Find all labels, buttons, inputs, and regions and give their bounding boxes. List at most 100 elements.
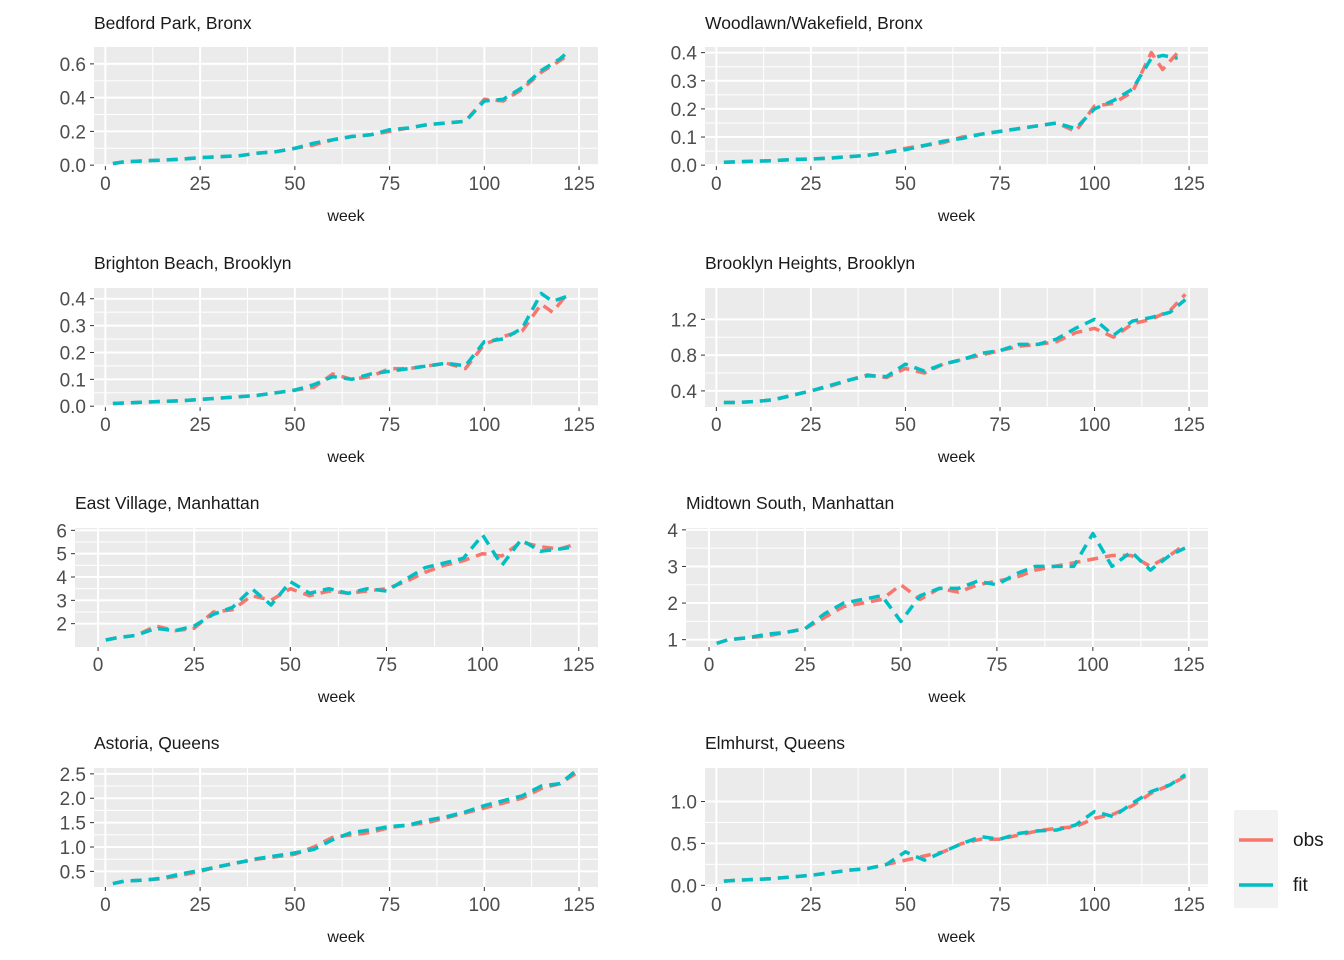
x-axis-label: week <box>937 929 976 946</box>
x-tick-label: 0 <box>711 415 722 436</box>
series-line-fit <box>105 533 576 642</box>
x-axis-label: week <box>317 689 356 706</box>
y-tick-label: 0.5 <box>671 834 697 855</box>
y-tick-label: 1.5 <box>60 814 86 835</box>
y-tick-label: 5 <box>56 545 67 566</box>
x-tick-label: 0 <box>711 174 722 195</box>
panel-background <box>705 768 1208 887</box>
x-axis-label: week <box>937 449 976 466</box>
x-tick-label: 25 <box>794 655 815 676</box>
facet-title: Astoria, Queens <box>94 733 220 753</box>
facet-title: Elmhurst, Queens <box>705 733 845 753</box>
x-tick-label: 100 <box>1079 895 1111 916</box>
panel-background <box>94 47 598 166</box>
legend: obs fit <box>1234 810 1324 908</box>
x-tick-label: 0 <box>93 655 104 676</box>
facet-title: Brighton Beach, Brooklyn <box>94 253 291 273</box>
series-line-fit <box>112 50 569 166</box>
x-axis-label: week <box>326 449 365 466</box>
x-tick-label: 50 <box>280 655 301 676</box>
y-tick-label: 2 <box>667 594 678 615</box>
x-tick-label: 25 <box>190 415 211 436</box>
x-axis-label: week <box>937 208 976 225</box>
x-tick-label: 125 <box>1173 174 1205 195</box>
y-tick-label: 0.4 <box>60 290 87 311</box>
x-tick-label: 125 <box>563 895 595 916</box>
y-tick-label: 4 <box>56 568 67 589</box>
y-tick-label: 0.6 <box>60 55 86 76</box>
x-tick-label: 100 <box>1077 655 1109 676</box>
y-tick-label: 0.4 <box>60 89 87 110</box>
x-tick-label: 75 <box>376 655 397 676</box>
x-tick-label: 0 <box>711 895 722 916</box>
x-tick-label: 75 <box>989 174 1010 195</box>
y-tick-label: 1 <box>667 631 678 652</box>
y-tick-label: 0.2 <box>671 100 697 121</box>
panel-background <box>94 288 598 407</box>
y-tick-label: 4 <box>667 521 678 542</box>
x-tick-label: 125 <box>563 655 595 676</box>
x-tick-label: 50 <box>895 415 916 436</box>
y-tick-label: 0.0 <box>60 397 86 418</box>
facet-title: East Village, Manhattan <box>75 493 260 513</box>
x-tick-label: 75 <box>986 655 1007 676</box>
legend-label-obs: obs <box>1293 830 1324 851</box>
facet-panel: Woodlawn/Wakefield, Bronx 0 25 50 75 100 125 0.… <box>671 13 1208 225</box>
facet-panel: Astoria, Queens 0 25 50 75 100 125 0.5 1.0 1.5 2.0… <box>60 733 598 946</box>
y-tick-label: 0.0 <box>671 156 697 177</box>
x-tick-label: 50 <box>284 415 305 436</box>
x-tick-label: 0 <box>100 895 111 916</box>
x-tick-label: 50 <box>284 174 305 195</box>
x-tick-label: 125 <box>1173 895 1205 916</box>
x-tick-label: 25 <box>800 174 821 195</box>
x-axis-label: week <box>927 689 966 706</box>
x-tick-label: 25 <box>190 895 211 916</box>
panel-background <box>686 528 1208 647</box>
x-tick-label: 25 <box>190 174 211 195</box>
facet-title: Brooklyn Heights, Brooklyn <box>705 253 915 273</box>
facet-panel: Brighton Beach, Brooklyn 0 25 50 75 100 125 0.0… <box>60 253 598 466</box>
series-line-obs <box>112 292 570 406</box>
x-tick-label: 75 <box>379 174 400 195</box>
y-tick-label: 0.3 <box>60 317 86 338</box>
x-tick-label: 100 <box>467 655 499 676</box>
legend-background <box>1234 810 1278 908</box>
y-tick-label: 0.1 <box>671 128 697 149</box>
y-tick-label: 1.2 <box>671 310 697 331</box>
y-tick-label: 2.0 <box>60 789 86 810</box>
x-tick-label: 125 <box>1173 415 1205 436</box>
facet-panel: Bedford Park, Bronx 0 25 50 75 100 125 0.0 0.2 0.… <box>60 13 598 225</box>
x-tick-label: 50 <box>895 174 916 195</box>
x-tick-label: 100 <box>468 415 500 436</box>
y-tick-label: 3 <box>56 591 67 612</box>
panel-background <box>75 528 598 647</box>
facet-panel: Midtown South, Manhattan 0 25 50 75 100 125 1 2 3… <box>667 493 1208 706</box>
y-tick-label: 1.0 <box>60 838 86 859</box>
x-tick-label: 25 <box>184 655 205 676</box>
x-tick-label: 50 <box>284 895 305 916</box>
facet-title: Midtown South, Manhattan <box>686 493 894 513</box>
x-tick-label: 0 <box>704 655 715 676</box>
x-tick-label: 75 <box>379 415 400 436</box>
series-line-fit <box>112 770 577 886</box>
x-tick-label: 125 <box>1173 655 1205 676</box>
y-tick-label: 0.5 <box>60 862 86 883</box>
x-tick-label: 50 <box>890 655 911 676</box>
x-tick-label: 0 <box>100 415 111 436</box>
x-tick-label: 100 <box>468 174 500 195</box>
y-tick-label: 0.4 <box>671 382 698 403</box>
y-tick-label: 0.1 <box>60 370 86 391</box>
y-tick-label: 0.0 <box>671 876 697 897</box>
x-tick-label: 25 <box>800 895 821 916</box>
y-tick-label: 6 <box>56 521 67 542</box>
y-tick-label: 0.2 <box>60 343 86 364</box>
x-tick-label: 125 <box>563 174 595 195</box>
facet-title: Bedford Park, Bronx <box>94 13 252 33</box>
series-line-fit <box>716 531 1186 645</box>
facet-panel: Elmhurst, Queens 0 25 50 75 100 125 0.0 0.5 1.0 we… <box>671 733 1208 946</box>
x-tick-label: 75 <box>989 415 1010 436</box>
x-tick-label: 75 <box>989 895 1010 916</box>
y-tick-label: 0.0 <box>60 156 86 177</box>
